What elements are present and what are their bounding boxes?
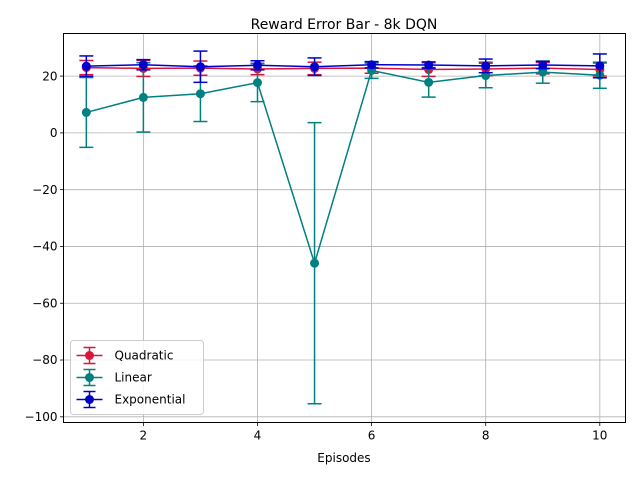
chart-title: Reward Error Bar - 8k DQN xyxy=(251,17,438,33)
x-tick-label: 8 xyxy=(482,429,490,443)
linear-point xyxy=(310,258,320,268)
y-tick-label: −60 xyxy=(32,296,57,310)
exponential-point xyxy=(310,62,320,72)
exponential-point xyxy=(481,61,491,71)
exponential-point xyxy=(595,61,605,71)
legend-marker-quadratic xyxy=(85,351,94,360)
legend-marker-exponential xyxy=(85,395,94,404)
exponential-point xyxy=(138,60,148,70)
quadratic-series xyxy=(79,59,607,78)
exponential-point xyxy=(424,60,434,70)
linear-point xyxy=(81,107,91,117)
exponential-point xyxy=(81,61,91,71)
y-tick-label: −100 xyxy=(25,410,58,424)
legend-label-quadratic: Quadratic xyxy=(115,349,174,363)
exponential-series xyxy=(79,50,607,84)
exponential-point xyxy=(252,60,262,70)
linear-point xyxy=(424,77,434,87)
y-tick-label: −80 xyxy=(32,353,57,367)
linear-point xyxy=(195,89,205,99)
series-layer xyxy=(79,50,607,405)
exponential-line xyxy=(86,63,600,68)
legend-label-linear: Linear xyxy=(115,371,152,385)
x-tick-label: 4 xyxy=(254,429,262,443)
y-tick-label: 0 xyxy=(50,126,58,140)
y-tick-label: −20 xyxy=(32,183,57,197)
x-tick-label: 10 xyxy=(592,429,607,443)
y-tick-label: −40 xyxy=(32,240,57,254)
plot-frame xyxy=(63,33,626,423)
y-tick-label: 20 xyxy=(42,69,57,83)
exponential-point xyxy=(538,60,548,70)
linear-point xyxy=(538,67,548,77)
legend: Quadratic Linear Exponential xyxy=(70,340,204,415)
x-axis-label: Episodes xyxy=(317,451,370,465)
x-tick-label: 2 xyxy=(140,429,148,443)
linear-point xyxy=(252,78,262,88)
legend-label-exponential: Exponential xyxy=(115,393,186,407)
axis-ticks: 2 4 6 8 10 −100 −80 −60 −40 −20 0 20 xyxy=(25,69,608,442)
legend-marker-linear xyxy=(85,373,94,382)
linear-point xyxy=(138,92,148,102)
linear-line xyxy=(86,69,600,266)
quadratic-line xyxy=(86,66,600,71)
legend-box xyxy=(70,340,204,415)
exponential-point xyxy=(367,60,377,70)
x-tick-label: 6 xyxy=(368,429,376,443)
exponential-point xyxy=(195,62,205,72)
